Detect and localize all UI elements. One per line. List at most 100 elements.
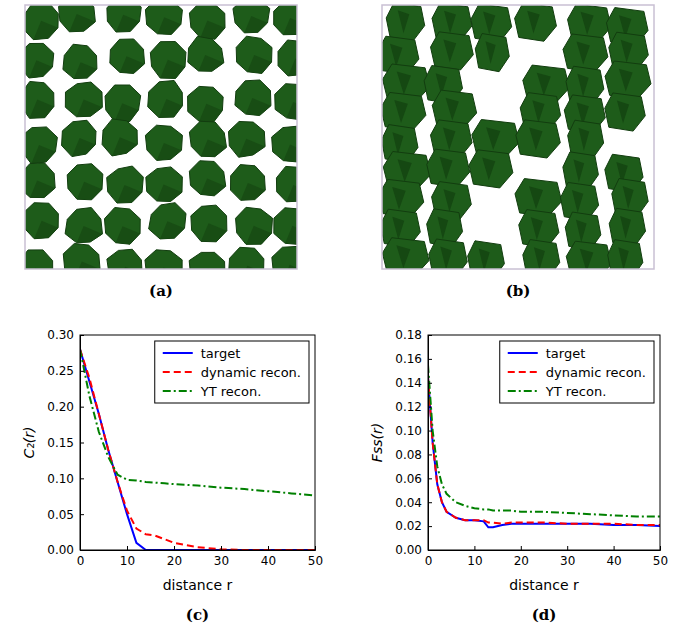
- grain-shade: [283, 145, 297, 162]
- tick-mark: [80, 371, 84, 372]
- tick: 0.15: [47, 436, 84, 450]
- legend-frame: [500, 341, 654, 403]
- legend-item: target: [163, 346, 241, 361]
- tick: 0.10: [47, 472, 84, 486]
- grain: [102, 119, 137, 156]
- tick-mark: [174, 546, 175, 550]
- tick-mark: [221, 546, 222, 550]
- legend-frame: [155, 341, 309, 403]
- legend-item: YT recon.: [508, 384, 607, 399]
- grain-shade: [34, 221, 58, 239]
- rendering-frame: [25, 5, 297, 269]
- grain-shade: [29, 60, 52, 78]
- tick-label: 0.16: [395, 352, 422, 366]
- grain: [63, 44, 97, 78]
- grain-shade: [623, 186, 634, 209]
- grain: [516, 120, 560, 158]
- rendering: [382, 5, 654, 269]
- grain-shade: [247, 55, 271, 74]
- tick-mark: [80, 550, 84, 551]
- tick-label: 0: [77, 554, 85, 568]
- grain: [386, 5, 424, 41]
- axis-line: [81, 546, 316, 551]
- panel-caption: (a): [149, 282, 173, 300]
- tick: 0.30: [47, 328, 84, 342]
- grain: [189, 5, 225, 39]
- grain-shade: [157, 143, 182, 160]
- grain-shade: [529, 186, 543, 209]
- grain: [275, 84, 297, 120]
- grain: [605, 93, 645, 131]
- grain: [468, 241, 505, 269]
- grain: [515, 5, 557, 41]
- grain: [427, 149, 470, 187]
- tick: 0.25: [47, 364, 84, 378]
- tick-mark: [80, 443, 84, 444]
- grain: [25, 81, 54, 118]
- grain: [278, 40, 297, 76]
- tick: 0.14: [395, 376, 432, 390]
- tick: 0.20: [47, 400, 84, 414]
- tick-label: 0.06: [395, 472, 422, 486]
- grain: [25, 203, 58, 239]
- grain: [431, 32, 474, 70]
- tick-label: 0.05: [47, 508, 74, 522]
- grain-shade: [618, 247, 629, 269]
- grain-shade: [619, 69, 633, 92]
- grain-shade: [69, 14, 95, 32]
- legend-label: target: [201, 346, 241, 361]
- tick-label: 0.10: [47, 472, 74, 486]
- grain: [191, 205, 227, 242]
- grain: [25, 127, 57, 164]
- grain: [233, 5, 270, 33]
- grain: [523, 240, 560, 269]
- grain: [150, 42, 186, 79]
- grain: [188, 86, 224, 121]
- tick-label: 0.04: [395, 496, 422, 510]
- legend-swatch: [163, 371, 193, 373]
- grain: [25, 163, 55, 198]
- grain: [382, 238, 429, 269]
- tick-mark: [315, 546, 316, 550]
- tick: 40: [606, 546, 621, 568]
- grain-shade: [239, 139, 266, 157]
- grain: [189, 252, 225, 269]
- grain: [231, 165, 266, 201]
- tick: 30: [214, 546, 229, 568]
- grain: [148, 80, 183, 117]
- tick-mark: [428, 383, 432, 384]
- legend-label: dynamic recon.: [201, 365, 301, 380]
- grain: [145, 125, 182, 160]
- plot-frame: [428, 335, 660, 550]
- legend: target dynamic recon. YT recon.: [155, 341, 309, 403]
- grain-shade: [580, 249, 594, 269]
- legend-swatch: [508, 352, 538, 354]
- tick-mark: [567, 546, 568, 550]
- tick: 10: [120, 546, 135, 568]
- grain-shade: [199, 55, 224, 71]
- grain: [236, 207, 273, 244]
- tick-label: 20: [514, 554, 529, 568]
- axis-line: [429, 546, 661, 551]
- grain-shade: [483, 12, 495, 35]
- tick-mark: [428, 407, 432, 408]
- tick-mark: [428, 359, 432, 360]
- y-axis-title: Fss(r): [369, 423, 385, 462]
- legend-swatch: [508, 371, 538, 373]
- grain-shade: [444, 11, 456, 34]
- tick-label: 40: [261, 554, 276, 568]
- legend-swatch: [508, 390, 538, 392]
- grain-shade: [201, 140, 227, 157]
- legend-item: YT recon.: [163, 384, 262, 399]
- grain-shade: [444, 189, 456, 212]
- grain-shade: [160, 221, 184, 239]
- grain-shade: [398, 159, 412, 182]
- grain: [274, 208, 297, 245]
- grain-shade: [75, 262, 100, 269]
- grain: [429, 239, 467, 269]
- legend: targetdynamic recon.YT recon.: [500, 341, 654, 403]
- grain: [25, 43, 54, 78]
- grain: [145, 5, 182, 34]
- legend-item: target: [508, 346, 586, 361]
- grain: [59, 5, 96, 32]
